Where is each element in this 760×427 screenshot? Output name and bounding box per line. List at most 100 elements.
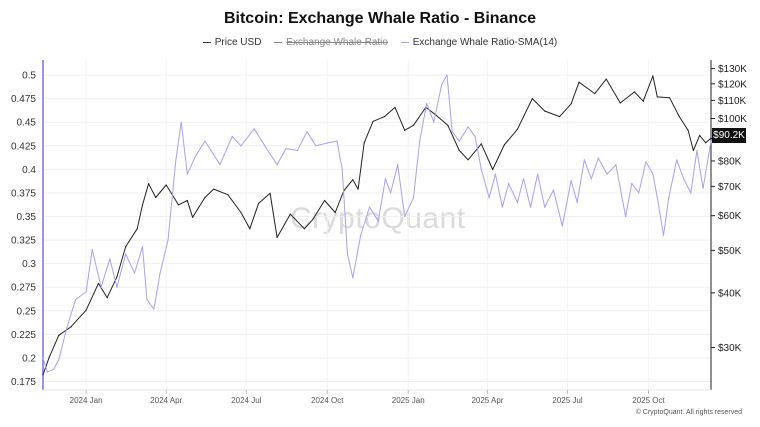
- whale-ratio-sma-line-point: [433, 121, 435, 123]
- legend-item-price[interactable]: Price USD: [202, 37, 261, 48]
- whale-ratio-sma-line-point: [494, 173, 496, 175]
- price-usd-line-point: [605, 78, 607, 80]
- x-tick-label: 2025 Oct: [632, 396, 665, 405]
- x-tick-label: 2025 Jan: [392, 396, 425, 405]
- whale-ratio-sma-line-point: [710, 140, 712, 142]
- price-usd-line-point: [352, 179, 354, 181]
- whale-ratio-sma-line-point: [625, 215, 627, 218]
- legend-label-whale-ratio: Exchange Whale Ratio: [286, 37, 388, 48]
- y-right-tick-label: $100K: [718, 114, 747, 125]
- price-usd-line-point: [240, 211, 242, 214]
- legend-label-whale-ratio-sma: Exchange Whale Ratio-SMA(14): [412, 37, 558, 48]
- whale-ratio-sma-line-point: [253, 128, 255, 130]
- whale-ratio-sma-line-point: [657, 201, 659, 203]
- y-right-tick-label: $50K: [718, 246, 742, 257]
- price-usd-line-point: [642, 100, 644, 102]
- price-usd-line-point: [258, 202, 260, 204]
- legend-item-whale-ratio-sma[interactable]: Exchange Whale Ratio-SMA(14): [400, 37, 558, 48]
- whale-ratio-sma-line-point: [501, 206, 503, 208]
- y-right-tick-label: $30K: [718, 343, 742, 354]
- y-right-tick-label: $130K: [718, 64, 747, 75]
- whale-ratio-sma-line-point: [544, 206, 546, 208]
- y-left-tick-label: 0.4: [22, 165, 36, 176]
- x-tick-label: 2025 Apr: [471, 396, 503, 405]
- price-usd-line-point: [678, 116, 680, 118]
- price-usd-line-point: [544, 110, 546, 112]
- price-usd-line-point: [155, 196, 157, 199]
- whale-ratio-sma-line-point: [488, 197, 490, 199]
- price-usd-line-point: [652, 75, 654, 77]
- whale-ratio-sma-line-point: [480, 168, 482, 170]
- chart-title: Bitcoin: Exchange Whale Ratio - Binance: [223, 10, 537, 27]
- whale-ratio-sma-line-point: [446, 74, 448, 76]
- whale-ratio-sma-line-point: [368, 206, 371, 208]
- whale-ratio-sma-line-point: [631, 182, 633, 185]
- whale-ratio-sma-line-point: [75, 298, 77, 301]
- chart-legend: Price USD Exchange Whale Ratio Exchange …: [0, 37, 760, 48]
- price-usd-line-point: [186, 199, 188, 202]
- whale-ratio-sma-line-point: [195, 154, 197, 156]
- price-usd-line-point: [687, 129, 689, 131]
- x-tick-label: 2025 Jul: [552, 396, 582, 405]
- price-usd-line-point: [531, 98, 533, 100]
- whale-ratio-sma-line-point: [606, 173, 608, 175]
- price-usd-line-point: [213, 188, 215, 190]
- whale-ratio-sma-line-point: [180, 121, 182, 123]
- whale-ratio-sma-line-point: [360, 234, 362, 236]
- watermark: CryptoQuant: [290, 202, 466, 235]
- price-usd-line-point: [97, 282, 99, 285]
- price-usd-line-point: [116, 276, 118, 278]
- whale-ratio-sma-line-point: [326, 142, 328, 144]
- whale-ratio-sma-line-point: [167, 239, 169, 241]
- whale-ratio-sma-line-point: [638, 192, 640, 194]
- price-usd-line-point: [141, 204, 144, 206]
- y-left-tick-label: 0.225: [11, 330, 36, 341]
- price-usd-line-point: [458, 149, 460, 152]
- whale-ratio-sma-line-point: [412, 197, 415, 199]
- price-usd-line-point: [312, 218, 314, 220]
- price-usd-line-point: [578, 81, 580, 83]
- y-right-tick-label: $120K: [718, 79, 747, 90]
- whale-ratio-sma-line-point: [590, 178, 592, 180]
- whale-ratio-sma-line-point: [306, 131, 308, 133]
- y-left-tick-label: 0.375: [11, 188, 36, 199]
- whale-ratio-sma-line-point: [662, 234, 665, 236]
- whale-ratio-sma-line-point: [276, 164, 278, 166]
- whale-ratio-sma-line-point: [125, 253, 127, 255]
- price-usd-line-point: [404, 129, 406, 131]
- price-usd-line-point: [363, 142, 365, 144]
- y-right-tick-label: $110K: [718, 96, 747, 107]
- x-tick-label: 2024 Jan: [70, 396, 103, 405]
- price-usd-line-point: [334, 211, 336, 214]
- whale-ratio-sma-line-point: [384, 178, 386, 180]
- y-right-tick-label: $80K: [718, 156, 742, 167]
- whale-ratio-sma-line-point: [404, 215, 406, 218]
- legend-swatch-price: [202, 41, 211, 43]
- whale-ratio-sma-line-point: [42, 357, 44, 359]
- price-usd-line-point: [136, 228, 138, 230]
- legend-item-whale-ratio[interactable]: Exchange Whale Ratio: [274, 37, 388, 48]
- whale-ratio-sma-line-point: [204, 140, 206, 142]
- y-left-tick-label: 0.175: [11, 377, 36, 388]
- whale-ratio-sma-line-point: [597, 157, 599, 159]
- whale-ratio-sma-line-point: [570, 180, 572, 182]
- x-tick-label: 2024 Jul: [231, 396, 261, 405]
- whale-ratio-sma-line-point: [645, 161, 647, 163]
- whale-ratio-sma-line-point: [419, 140, 421, 142]
- whale-ratio-sma-line-point: [219, 164, 221, 166]
- price-usd-line-point: [503, 144, 505, 146]
- price-usd-line-point: [106, 297, 108, 299]
- price-usd-line-point: [467, 159, 469, 161]
- whale-ratio-sma-line-point: [285, 148, 287, 150]
- whale-ratio-sma-line-point: [683, 178, 685, 180]
- whale-ratio-sma-line-point: [467, 126, 469, 128]
- whale-ratio-sma-line-point: [474, 135, 476, 137]
- legend-swatch-whale-ratio-sma: [400, 41, 409, 43]
- y-left-tick-label: 0.5: [22, 71, 36, 82]
- y-right-tick-label: $60K: [718, 211, 742, 222]
- price-usd-line-point: [372, 120, 374, 122]
- whale-ratio-sma-line-point: [141, 246, 144, 248]
- whale-ratio-sma-line-point: [346, 253, 349, 255]
- whale-ratio-sma-line-point: [296, 149, 298, 152]
